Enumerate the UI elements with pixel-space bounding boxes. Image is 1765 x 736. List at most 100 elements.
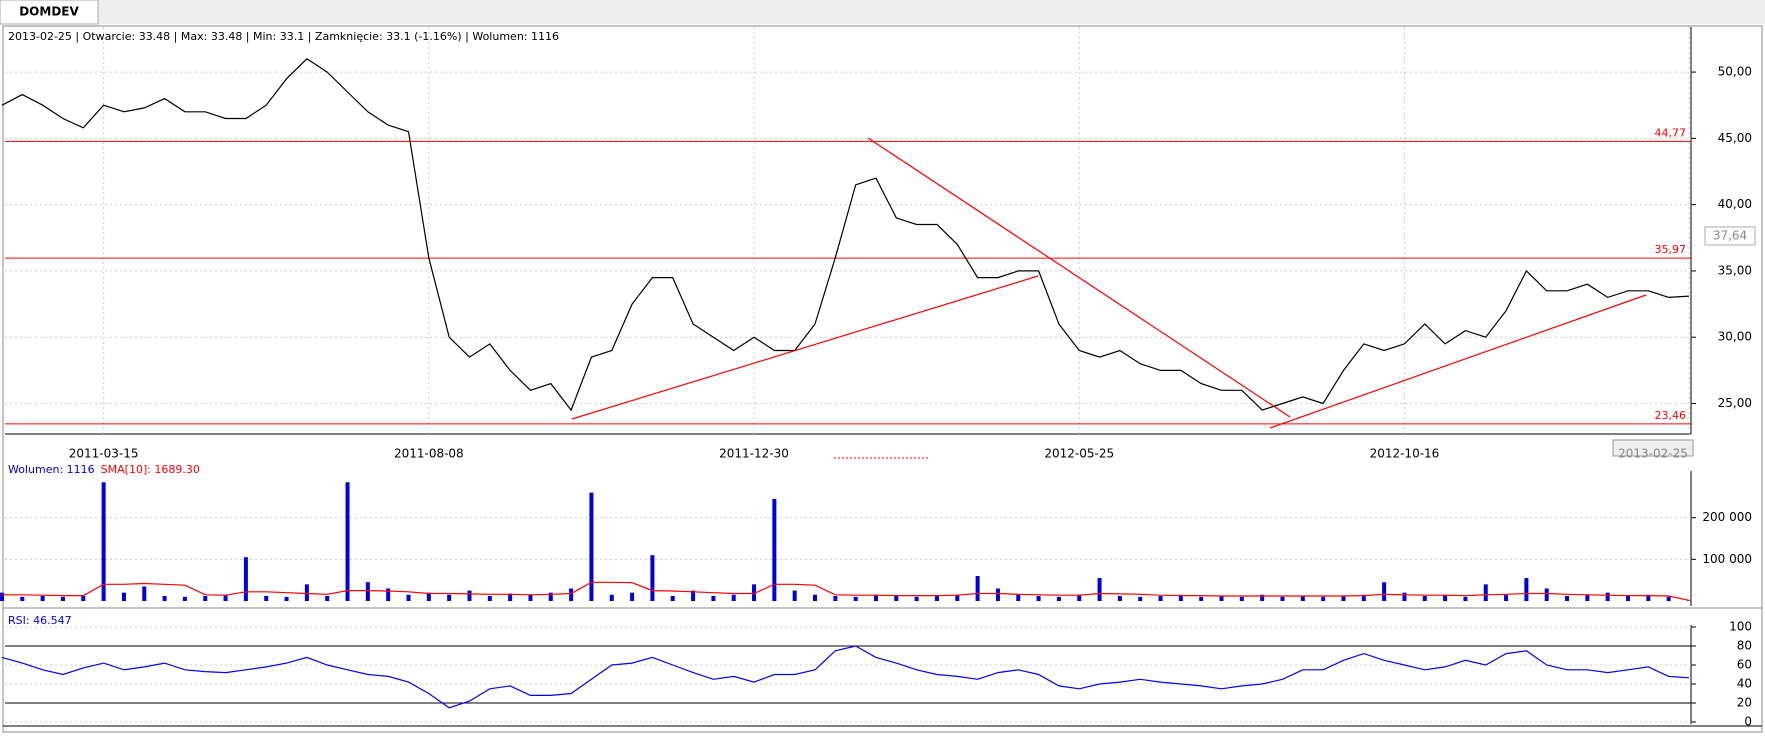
y-tick-label: 35,00 bbox=[1718, 263, 1752, 277]
bar bbox=[1158, 596, 1163, 601]
bar bbox=[975, 576, 980, 601]
bar bbox=[1504, 594, 1509, 601]
bar bbox=[1321, 596, 1326, 601]
bar bbox=[813, 594, 818, 601]
y-tick-label: 0 bbox=[1744, 715, 1752, 729]
x-tick-label: 2011-08-08 bbox=[394, 447, 464, 461]
legend-entry: Wolumen: 1116 bbox=[8, 463, 95, 476]
bar bbox=[1056, 596, 1061, 601]
bar bbox=[365, 582, 370, 601]
y-tick-label: 60 bbox=[1737, 658, 1752, 672]
bar bbox=[691, 590, 696, 601]
bar bbox=[203, 596, 208, 601]
bar bbox=[508, 593, 513, 601]
y-tick-label: 200 000 bbox=[1702, 510, 1752, 524]
bar bbox=[995, 588, 1000, 601]
bar bbox=[833, 596, 838, 601]
bar bbox=[609, 594, 614, 601]
bar bbox=[243, 557, 248, 601]
bar bbox=[853, 596, 858, 601]
y-tick-label: 30,00 bbox=[1718, 330, 1752, 344]
bar bbox=[1422, 596, 1427, 601]
x-tick-label: 2012-10-16 bbox=[1370, 447, 1440, 461]
h-line-label: 23,46 bbox=[1655, 409, 1687, 422]
bar bbox=[1585, 594, 1590, 601]
bar bbox=[1280, 596, 1285, 601]
bar bbox=[772, 498, 777, 601]
bar bbox=[121, 592, 126, 601]
x-tick-label: 2011-12-30 bbox=[719, 447, 789, 461]
y-tick-label: 100 000 bbox=[1702, 552, 1752, 566]
y-tick-label: 25,00 bbox=[1718, 396, 1752, 410]
bar bbox=[182, 596, 187, 601]
bar bbox=[1199, 596, 1204, 601]
bar bbox=[1097, 578, 1102, 601]
trendline bbox=[867, 137, 1291, 418]
bar bbox=[528, 594, 533, 601]
bar bbox=[934, 596, 939, 601]
bar bbox=[792, 590, 797, 601]
bar bbox=[162, 596, 167, 601]
bar bbox=[1565, 596, 1570, 601]
bar bbox=[40, 596, 45, 601]
bar bbox=[1016, 594, 1021, 601]
bar bbox=[1138, 596, 1143, 601]
bar bbox=[1626, 596, 1631, 601]
bar bbox=[873, 594, 878, 601]
bar bbox=[955, 594, 960, 601]
cursor-label: 37,64 bbox=[1713, 228, 1747, 242]
bar bbox=[1239, 596, 1244, 601]
tab[interactable] bbox=[0, 0, 99, 25]
bar bbox=[60, 596, 65, 601]
trendline bbox=[571, 275, 1039, 420]
trendlines bbox=[571, 137, 1647, 429]
tab-label[interactable]: DOMDEV bbox=[19, 5, 79, 19]
x-tick-label: 2011-03-15 bbox=[69, 447, 139, 461]
bar bbox=[914, 596, 919, 601]
bar bbox=[264, 596, 269, 601]
bar bbox=[284, 596, 289, 601]
bar bbox=[1382, 582, 1387, 601]
bar bbox=[752, 584, 757, 601]
bar bbox=[1483, 584, 1488, 601]
bar bbox=[1402, 592, 1407, 601]
info-line: 2013-02-25 | Otwarcie: 33.48 | Max: 33.4… bbox=[8, 30, 559, 43]
y-tick-label: 40 bbox=[1737, 677, 1752, 691]
bar bbox=[467, 590, 472, 601]
bar bbox=[325, 596, 330, 601]
y-tick-label: 20 bbox=[1737, 696, 1752, 710]
bar bbox=[1605, 592, 1610, 601]
bar bbox=[1341, 596, 1346, 601]
bar bbox=[630, 592, 635, 601]
bar bbox=[1361, 594, 1366, 601]
bar bbox=[1178, 594, 1183, 601]
bar bbox=[711, 596, 716, 601]
bar bbox=[0, 592, 4, 601]
y-tick-label: 45,00 bbox=[1718, 131, 1752, 145]
bar bbox=[670, 596, 675, 601]
series-line bbox=[1, 58, 1690, 412]
h-line-label: 44,77 bbox=[1655, 126, 1687, 139]
y-tick-label: 80 bbox=[1737, 639, 1752, 653]
bar bbox=[1036, 596, 1041, 601]
y-tick-label: 50,00 bbox=[1718, 65, 1752, 79]
bar bbox=[20, 596, 25, 601]
bar bbox=[304, 584, 309, 601]
bar bbox=[589, 492, 594, 601]
bar bbox=[1117, 596, 1122, 601]
y-tick-label: 100 bbox=[1729, 620, 1752, 634]
bar bbox=[1544, 588, 1549, 601]
bar bbox=[1443, 594, 1448, 601]
x-tick-label: 2012-05-25 bbox=[1044, 447, 1114, 461]
x-label-box bbox=[1612, 439, 1694, 457]
cursor-box bbox=[1704, 226, 1756, 246]
bar bbox=[1463, 596, 1468, 601]
bar bbox=[1219, 596, 1224, 601]
tab-bar bbox=[0, 0, 1765, 24]
bar bbox=[142, 586, 147, 601]
bar bbox=[1260, 594, 1265, 601]
bar bbox=[386, 588, 391, 601]
bar bbox=[81, 596, 86, 601]
series-line bbox=[1, 645, 1690, 709]
